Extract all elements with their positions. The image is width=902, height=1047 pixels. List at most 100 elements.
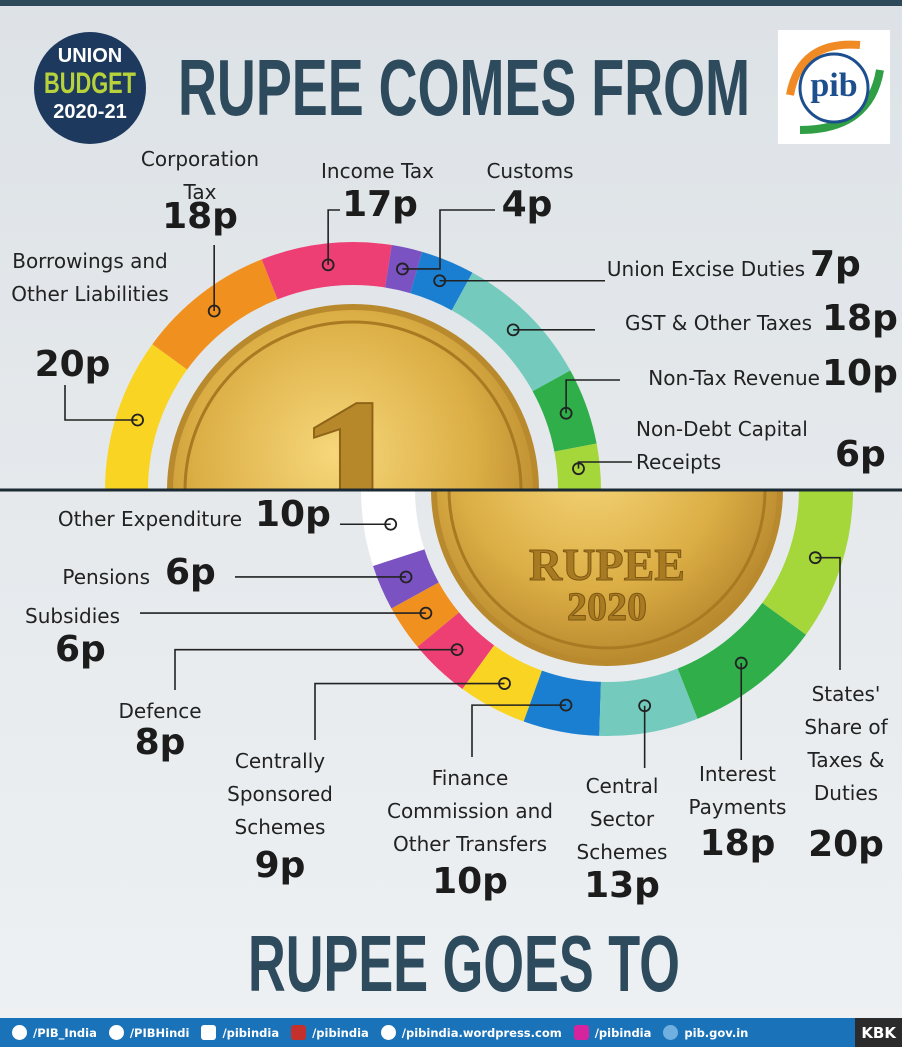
- leader-dot: [207, 304, 221, 318]
- value-label: 18p: [822, 298, 898, 339]
- donut-segment: [523, 670, 601, 736]
- footer: /PIB_India /PIBHindi /pibindia /pibindia…: [0, 1018, 902, 1047]
- footer-item[interactable]: /PIB_India: [12, 1025, 97, 1040]
- value-label: 7p: [810, 244, 861, 285]
- coin-top: 1: [167, 304, 539, 605]
- value-label: 8p: [134, 722, 186, 763]
- category-label: Subsidies: [25, 604, 121, 628]
- footer-text: pib.gov.in: [684, 1025, 749, 1040]
- footer-text: /pibindia: [222, 1025, 280, 1040]
- donut-segment: [677, 602, 807, 719]
- coin-word: RUPEE: [529, 539, 685, 590]
- value-label: 18p: [699, 823, 776, 864]
- category-label: Customs: [486, 159, 574, 183]
- value-label: 10p: [432, 861, 508, 902]
- category-label: Union Excise Duties: [606, 257, 805, 281]
- category-label: Non-Tax Revenue: [648, 366, 820, 390]
- category-label: Defence: [118, 699, 202, 723]
- badge-text: UNION: [58, 45, 122, 67]
- footer-item[interactable]: /pibindia: [201, 1025, 279, 1040]
- donut-segment: [451, 272, 571, 392]
- leader-dot: [399, 570, 413, 584]
- chart-title: RUPEE COMES FROM: [178, 43, 750, 132]
- leader-dot: [506, 323, 520, 337]
- footer-item[interactable]: pib.gov.in: [663, 1025, 748, 1040]
- leader-dot: [638, 699, 652, 713]
- coin-year: 2020: [567, 584, 647, 629]
- value-label: 20p: [34, 344, 111, 385]
- budget-badge: [34, 32, 146, 144]
- top-bar: [0, 0, 902, 6]
- leader-line: [402, 209, 495, 270]
- category-label: Centrally Sponsored Schemes: [227, 749, 333, 839]
- leader-dot: [384, 517, 398, 531]
- badge-text: BUDGET: [44, 67, 136, 100]
- badge-text: 2020-21: [53, 101, 126, 123]
- chart-title: RUPEE GOES TO: [248, 919, 680, 1008]
- value-label: 17p: [342, 184, 418, 225]
- footer-item[interactable]: /pibindia.wordpress.com: [380, 1025, 562, 1040]
- value-label: 10p: [822, 353, 898, 394]
- donut-segment: [554, 443, 601, 490]
- value-label: 18p: [162, 196, 238, 237]
- leader-dot: [734, 656, 748, 670]
- leader-dot: [450, 643, 464, 657]
- category-label: Pensions: [62, 565, 150, 589]
- leader-dot: [419, 606, 433, 620]
- pib-logo-text: pib: [810, 67, 857, 104]
- donut-segment: [152, 259, 278, 370]
- leader-line: [471, 704, 566, 757]
- leader-dot: [572, 462, 585, 476]
- footer-item[interactable]: /PIBHindi: [108, 1025, 190, 1040]
- footer-text: /pibindia: [594, 1025, 652, 1040]
- category-label: Non-Debt Capital Receipts: [636, 417, 808, 474]
- pib-logo-swoosh: [786, 40, 861, 96]
- footer-text: /pibindia: [312, 1025, 369, 1040]
- footer-item[interactable]: /pibindia: [573, 1025, 652, 1040]
- value-label: 13p: [584, 865, 660, 906]
- value-label: 20p: [808, 824, 884, 865]
- donut-segment: [532, 370, 597, 452]
- donut-segment: [373, 549, 439, 609]
- leader-dot: [559, 406, 573, 420]
- donut-segment: [361, 490, 425, 567]
- leader-dot: [396, 262, 409, 276]
- donut-segment: [417, 612, 495, 690]
- leader-line: [565, 379, 620, 414]
- footer-credit: KBK: [855, 1018, 902, 1047]
- footer-item[interactable]: /pibindia: [291, 1025, 369, 1040]
- category-label: Interest Payments: [688, 762, 787, 819]
- footer-text: /pibindia.wordpress.com: [401, 1025, 562, 1040]
- category-label: States' Share of Taxes & Duties: [804, 682, 888, 805]
- pib-logo-ring: [798, 52, 870, 124]
- value-label: 4p: [501, 184, 553, 225]
- leader-line: [815, 556, 841, 670]
- coin-numeral: 1: [296, 350, 411, 605]
- leader-dot: [131, 413, 144, 427]
- leader-line: [64, 385, 138, 421]
- leader-dot: [498, 677, 511, 690]
- leader-line: [314, 682, 505, 740]
- donut-segment: [762, 490, 853, 635]
- value-label: 6p: [165, 552, 216, 593]
- category-label: Other Expenditure: [57, 507, 242, 531]
- leader-line: [577, 461, 632, 469]
- value-label: 6p: [55, 629, 106, 670]
- category-label: Income Tax: [321, 159, 434, 183]
- value-label: 6p: [835, 434, 886, 475]
- leader-line: [174, 648, 458, 690]
- donut-segment: [105, 344, 188, 490]
- footer-text: /PIB_India: [33, 1025, 97, 1040]
- category-label: GST & Other Taxes: [625, 311, 812, 335]
- footer-text: /PIBHindi: [129, 1025, 190, 1040]
- value-label: 9p: [254, 845, 306, 886]
- category-label: Finance Commission and Other Transfers: [386, 766, 553, 856]
- leader-dot: [433, 274, 447, 288]
- leader-dot: [808, 551, 822, 565]
- category-label: Corporation Tax: [140, 147, 260, 204]
- category-label: Central Sector Schemes: [576, 774, 668, 864]
- coin-bottom: RUPEE 2020: [431, 491, 783, 666]
- category-label: Borrowings and Other Liabilities: [11, 249, 169, 306]
